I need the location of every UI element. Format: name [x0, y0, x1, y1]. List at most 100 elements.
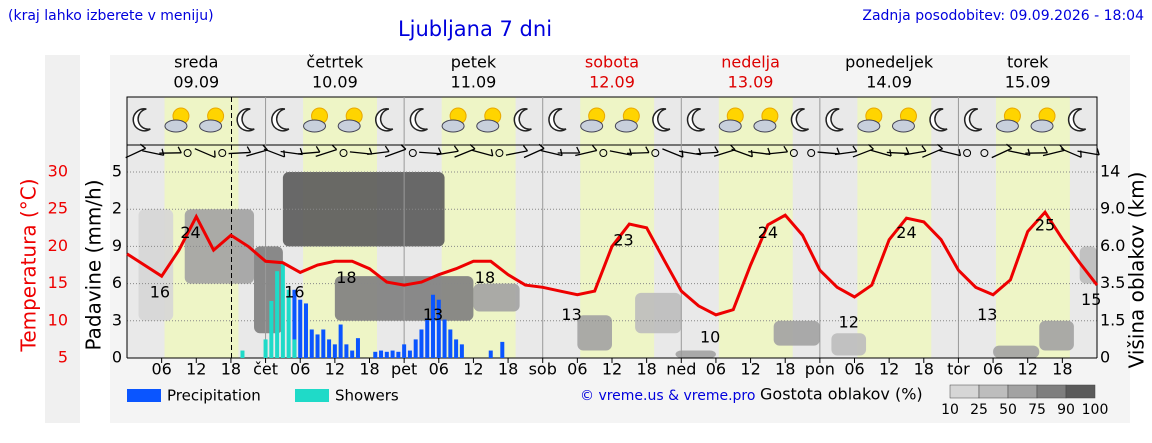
- moon-icon: [271, 108, 290, 132]
- wind-barb: [523, 143, 545, 159]
- x-tick-label: pet: [391, 360, 417, 379]
- wind-barb: [575, 144, 598, 157]
- barb-shaft: [228, 151, 251, 155]
- barb-shaft: [609, 150, 632, 156]
- barb-flag: [576, 146, 581, 154]
- precip-bar: [448, 329, 453, 358]
- barb-shaft: [194, 148, 216, 158]
- precip-bar: [240, 350, 245, 358]
- x-tick-label: 06: [429, 360, 449, 379]
- precip-bar: [263, 339, 268, 358]
- cloud-legend-title: Gostota oblakov (%): [760, 385, 923, 404]
- cloud-icon: [891, 119, 915, 133]
- barb-shaft: [1042, 149, 1065, 157]
- barb-flag: [714, 146, 719, 153]
- wind-barb: [315, 144, 338, 158]
- precip-bar: [419, 329, 424, 358]
- precip-bar: [407, 350, 412, 358]
- wind-calm: [408, 149, 417, 157]
- precip-tick-label: 0: [112, 348, 122, 367]
- temperature-label: 16: [284, 283, 304, 302]
- credit[interactable]: © vreme.us & vreme.pro: [580, 388, 755, 404]
- precip-bar: [431, 294, 436, 358]
- barb-shaft: [765, 151, 788, 155]
- weather-icon: [132, 108, 151, 132]
- barb-shaft: [246, 149, 268, 157]
- wind-calm: [963, 149, 972, 157]
- y-axis-title: Temperatura (°C): [17, 178, 41, 352]
- wind-calm: [789, 149, 798, 157]
- wind-barb: [696, 146, 719, 155]
- weather-icon: [614, 107, 640, 133]
- precip-bar: [442, 319, 447, 358]
- y2-tick-label: 1.5: [1100, 310, 1125, 329]
- day-date: 09.09: [173, 73, 219, 92]
- weather-icon: [271, 108, 290, 132]
- weather-icon: [718, 107, 744, 133]
- precip-bar: [413, 339, 418, 358]
- barb-shaft: [367, 151, 390, 155]
- x-tick-label: 18: [498, 360, 518, 379]
- moon-icon: [375, 108, 394, 132]
- cloud-cell: [473, 283, 520, 312]
- barb-flag: [538, 143, 545, 150]
- wind-barb: [817, 147, 841, 155]
- temperature-label: 16: [150, 283, 170, 302]
- barb-flag: [750, 150, 753, 157]
- barb-flag: [1027, 148, 1031, 156]
- wind-barb: [194, 148, 216, 158]
- cloud-legend-level: 75: [1028, 402, 1046, 418]
- weather-icon: [790, 108, 809, 132]
- weather-icon: [409, 108, 428, 132]
- temperature-line: [126, 209, 1099, 317]
- barb-flag: [645, 146, 650, 153]
- x-tick-label: ned: [666, 360, 696, 379]
- wind-barb: [367, 145, 390, 155]
- barb-flag: [868, 144, 874, 150]
- wind-barb: [159, 146, 182, 154]
- barb-flag: [214, 150, 216, 158]
- temperature-label: 18: [475, 268, 495, 287]
- cloud-icon: [580, 119, 604, 133]
- barb-flag: [490, 149, 494, 156]
- y-tick-label: 10: [48, 310, 68, 329]
- barb-shaft: [1077, 150, 1100, 156]
- wind-barb: [904, 145, 927, 156]
- wind-barb: [436, 145, 459, 156]
- cloud-icon: [1030, 119, 1054, 133]
- wind-barb: [1025, 146, 1048, 154]
- weather-icon: [236, 108, 255, 132]
- precip-bar: [332, 344, 337, 358]
- y2-tick-label: 14: [1100, 162, 1120, 181]
- cloud-cell: [577, 315, 612, 351]
- barb-flag: [559, 148, 563, 156]
- day-name: ponedeljek: [845, 53, 934, 72]
- wind-calm: [807, 149, 816, 157]
- precip-bar: [292, 289, 297, 358]
- x-tick-label: tor: [947, 360, 970, 379]
- barb-flag: [177, 146, 182, 154]
- precip-tick-label: 3: [112, 310, 122, 329]
- y2-tick-label: 3.5: [1100, 273, 1125, 292]
- moon-icon: [548, 108, 567, 132]
- precip-bar: [384, 351, 389, 358]
- precip-bar: [436, 299, 441, 358]
- barb-flag: [161, 148, 165, 156]
- temperature-label: 25: [1035, 216, 1055, 235]
- weather-icon: [1030, 107, 1056, 133]
- wind-barb: [246, 144, 268, 157]
- cloud-icon: [441, 119, 465, 133]
- barb-flag: [384, 145, 390, 153]
- legend-swatch: [295, 389, 329, 402]
- cloud-legend-level: 100: [1082, 402, 1109, 418]
- cloud-legend-swatch: [1065, 384, 1096, 399]
- x-tick-label: 06: [290, 360, 310, 379]
- cloud-cell: [1039, 320, 1074, 351]
- day-date: 12.09: [589, 73, 635, 92]
- weather-icon: [337, 107, 363, 133]
- precip-bar: [350, 350, 355, 358]
- cloud-icon: [718, 119, 742, 133]
- wind-barb: [765, 145, 789, 155]
- temperature-label: 13: [561, 305, 581, 324]
